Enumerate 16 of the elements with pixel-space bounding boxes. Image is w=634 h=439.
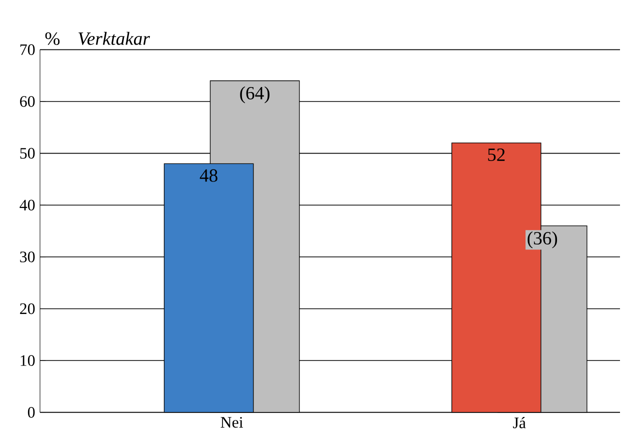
y-tick-label: 10 <box>20 355 35 366</box>
y-tick-label: 40 <box>20 200 35 210</box>
data-label: (64) <box>240 86 270 104</box>
data-label: 52 <box>488 148 505 162</box>
y-tick-label: 30 <box>20 252 35 262</box>
chart-title: Verktakar <box>78 32 150 46</box>
y-tick-label: 60 <box>20 96 35 107</box>
y-axis-title: % <box>45 32 60 45</box>
x-tick-label: Já <box>513 417 526 428</box>
y-tick-label: 0 <box>28 406 35 418</box>
y-tick-label: 70 <box>20 44 35 56</box>
data-label: 48 <box>200 169 218 182</box>
y-tick-label: 20 <box>20 303 35 314</box>
data-label: (36) <box>528 231 558 248</box>
x-tick-label: Nei <box>220 417 244 428</box>
y-tick-label: 50 <box>20 148 35 159</box>
